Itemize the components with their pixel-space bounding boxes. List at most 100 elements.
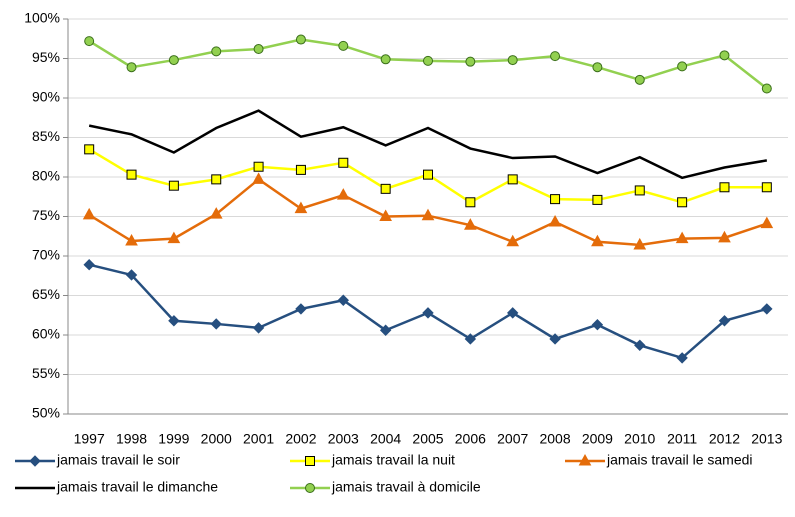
data-point <box>422 307 434 319</box>
x-tick-label: 2008 <box>539 431 570 447</box>
data-point <box>761 83 772 94</box>
x-tick-label: 1999 <box>158 431 189 447</box>
data-point <box>210 318 222 330</box>
data-point <box>82 207 96 220</box>
data-point <box>506 234 520 247</box>
data-point <box>507 55 518 66</box>
data-point <box>423 55 433 66</box>
data-point <box>550 51 561 62</box>
data-point <box>506 307 519 319</box>
x-tick-label: 2012 <box>709 431 740 447</box>
data-point <box>421 208 435 221</box>
data-point <box>761 182 772 193</box>
data-point <box>718 230 731 243</box>
data-point <box>464 218 477 230</box>
x-tick-label: 2006 <box>455 431 486 447</box>
data-point <box>675 231 689 244</box>
data-point <box>167 231 181 244</box>
data-point <box>253 161 264 172</box>
x-tick-label: 2002 <box>285 431 316 447</box>
x-tick-label: 2003 <box>328 431 359 447</box>
data-point <box>379 324 392 336</box>
legend-label: jamais travail le samedi <box>606 452 753 468</box>
data-point <box>337 294 350 306</box>
y-tick-label: 70% <box>32 247 60 263</box>
data-point <box>295 164 306 175</box>
data-point <box>465 56 476 67</box>
data-point <box>548 214 562 227</box>
y-tick-label: 60% <box>32 326 60 342</box>
data-point <box>507 174 518 185</box>
data-point <box>380 54 391 65</box>
data-point <box>550 194 561 205</box>
data-point <box>209 207 223 219</box>
data-point <box>634 74 645 85</box>
data-point <box>294 201 308 214</box>
data-point <box>338 157 349 168</box>
data-point <box>719 182 730 193</box>
y-tick-label: 100% <box>24 10 60 26</box>
data-point <box>211 174 222 185</box>
data-point <box>464 333 477 345</box>
data-point <box>718 315 731 327</box>
data-point <box>83 258 95 271</box>
data-point <box>592 194 603 205</box>
y-tick-label: 55% <box>32 365 60 381</box>
data-point <box>549 333 561 345</box>
legend-label: jamais travail le soir <box>56 452 180 468</box>
x-tick-label: 1997 <box>74 431 105 447</box>
data-point <box>761 303 773 315</box>
legend-marker <box>305 456 315 466</box>
data-point <box>211 46 222 57</box>
data-point <box>465 197 476 208</box>
data-point <box>423 169 433 180</box>
data-point <box>676 352 688 364</box>
data-point <box>125 233 138 246</box>
data-point <box>592 62 603 73</box>
x-tick-label: 2013 <box>751 431 782 447</box>
x-tick-label: 2007 <box>497 431 528 447</box>
x-tick-label: 2000 <box>201 431 232 447</box>
data-point <box>677 197 688 208</box>
x-tick-label: 2011 <box>667 431 697 447</box>
y-tick-label: 75% <box>32 207 60 223</box>
data-point <box>591 319 604 331</box>
legend-label: jamais travail à domicile <box>331 479 481 495</box>
legend-marker <box>29 455 41 467</box>
legend-label: jamais travail le dimanche <box>56 479 218 495</box>
x-tick-label: 2010 <box>624 431 655 447</box>
data-point <box>634 185 645 196</box>
data-point <box>591 234 604 247</box>
data-point <box>380 183 391 194</box>
data-point <box>633 237 647 250</box>
x-tick-label: 1998 <box>116 431 147 447</box>
data-point <box>338 40 349 51</box>
y-tick-label: 85% <box>32 128 60 144</box>
data-point <box>168 180 179 191</box>
data-point <box>168 55 179 66</box>
data-point <box>125 269 138 281</box>
data-point <box>295 34 306 45</box>
y-tick-label: 80% <box>32 168 60 184</box>
data-point <box>252 322 265 334</box>
x-tick-label: 2001 <box>243 431 274 447</box>
data-point <box>295 303 307 315</box>
data-point <box>168 315 180 327</box>
legend-marker <box>578 453 592 466</box>
data-point <box>252 172 265 184</box>
data-point <box>719 50 730 61</box>
legend-label: jamais travail la nuit <box>331 452 455 468</box>
y-tick-label: 95% <box>32 49 60 65</box>
x-tick-label: 2005 <box>412 431 443 447</box>
data-point <box>336 188 350 200</box>
data-point <box>634 339 646 351</box>
data-point <box>253 44 264 55</box>
y-tick-label: 90% <box>32 89 60 105</box>
legend-marker <box>305 483 315 493</box>
data-point <box>126 169 137 180</box>
data-point <box>760 216 774 229</box>
data-point <box>379 209 392 221</box>
y-tick-label: 65% <box>32 286 60 302</box>
x-tick-label: 2009 <box>582 431 613 447</box>
